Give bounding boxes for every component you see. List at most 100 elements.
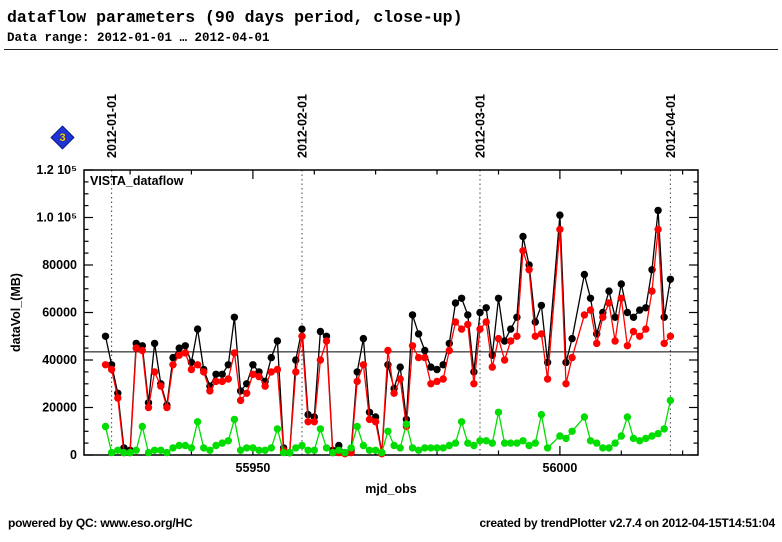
series-green-point — [537, 410, 546, 419]
series-black-point — [476, 308, 484, 317]
series-red-point — [445, 346, 453, 355]
series-black-point — [421, 346, 429, 355]
series-green-point — [556, 432, 564, 440]
y-axis-ticks: 0 20000 40000 60000 80000 1.0 10⁵ 1.2 10⁵ — [36, 163, 698, 462]
series-red-point — [636, 332, 644, 340]
y-tick-label: 1.0 10⁵ — [36, 211, 77, 225]
series-green-point — [605, 444, 613, 452]
series-red-point — [488, 363, 496, 371]
series-black-point — [482, 304, 490, 312]
x-tick-label: 56000 — [543, 461, 578, 475]
series-green-point — [329, 448, 337, 457]
y-tick-label: 80000 — [42, 258, 77, 272]
series-black-point — [408, 311, 417, 319]
series-red-point — [396, 375, 404, 383]
series-green-point — [273, 425, 282, 433]
series-red-point — [531, 332, 539, 340]
series-green-point — [500, 439, 509, 447]
series-green-point — [476, 437, 484, 445]
series-green-point — [236, 446, 245, 454]
series-green-point — [322, 444, 331, 452]
series-green-point — [249, 444, 257, 452]
y-tick-label: 0 — [70, 448, 77, 462]
date-gridline-label: 2012-03-01 — [474, 94, 488, 158]
series-green-point — [384, 427, 392, 435]
y-axis-title: dataVol_(MB) — [9, 273, 23, 352]
series-red-point — [132, 344, 140, 352]
series-red-point — [359, 361, 368, 369]
series-black-point — [507, 325, 515, 333]
footer-powered-by: powered by QC: www.eso.org/HC — [8, 516, 193, 530]
series-green-point — [507, 439, 515, 447]
series-green-point — [304, 446, 312, 454]
series-black-point — [654, 206, 662, 215]
series-red-point — [457, 325, 466, 333]
series-black-point — [642, 304, 650, 312]
y-tick-label: 40000 — [42, 353, 77, 367]
series-black-point — [169, 353, 177, 362]
series-black-point — [427, 363, 435, 371]
series-red-point — [316, 356, 325, 364]
series-green-point — [586, 437, 595, 445]
series-green-point — [402, 420, 411, 428]
series-black-point — [218, 370, 226, 378]
series-red-point — [623, 342, 632, 350]
series-green-point — [568, 427, 576, 435]
series-green-point — [654, 429, 662, 438]
series-red-point — [150, 368, 159, 376]
series-green-point — [292, 444, 300, 452]
series-red-point — [187, 365, 196, 374]
series-black-point — [457, 294, 466, 302]
trend-plot: 2012-01-01 2012-02-01 2012-03-01 2012-04-01… — [9, 94, 699, 496]
series-red-point — [114, 394, 122, 402]
series-red-point — [660, 339, 668, 348]
series-black-point — [224, 361, 232, 369]
x-axis-ticks: 55950 56000 — [129, 170, 684, 475]
series-black-point — [365, 408, 374, 416]
series-red-point — [642, 325, 650, 333]
series-green-point — [470, 441, 478, 450]
series-black-point — [181, 342, 189, 350]
series-black-point — [623, 308, 632, 317]
series-green-point — [150, 446, 159, 454]
series-red-point — [107, 365, 116, 374]
series-red-point — [144, 403, 153, 412]
series-green-point — [629, 434, 638, 443]
series-green-point — [648, 432, 656, 440]
series-red-point — [654, 225, 662, 234]
series-black-point — [586, 294, 595, 302]
series-black-point — [470, 368, 478, 376]
series-black-point — [666, 275, 675, 283]
series-black-point — [494, 294, 503, 302]
series-red-point — [617, 294, 625, 302]
in-plot-label: VISTA_dataflow — [90, 174, 184, 188]
series-green-point — [144, 448, 153, 457]
series-black-point — [193, 325, 202, 333]
series-green-point — [666, 396, 675, 405]
series-green-point — [562, 434, 570, 443]
series-black-point — [562, 358, 570, 367]
series-black-point — [636, 306, 644, 314]
series-green-point — [408, 444, 417, 452]
series-red-point — [599, 313, 607, 321]
series-red-point — [193, 361, 202, 369]
series-red-point — [519, 247, 527, 255]
series-red-point — [304, 418, 312, 426]
series-green-point — [445, 441, 453, 450]
series-green-point — [298, 441, 306, 450]
series-green-point — [482, 437, 490, 445]
series-green-point — [255, 446, 263, 454]
date-gridline-label: 2012-01-01 — [105, 94, 119, 158]
series-red-point — [427, 380, 435, 388]
series-red-point — [298, 332, 306, 340]
series-red-point — [421, 353, 429, 362]
series-red-point — [322, 337, 331, 345]
series-green-point — [107, 448, 116, 457]
series-red-point — [163, 403, 171, 412]
series-black-point — [230, 313, 239, 321]
series-green-point — [636, 437, 644, 445]
series-black-point — [212, 370, 220, 378]
series-red-point — [218, 377, 226, 386]
series-red-point — [605, 299, 613, 307]
x-tick-label: 55950 — [236, 461, 271, 475]
